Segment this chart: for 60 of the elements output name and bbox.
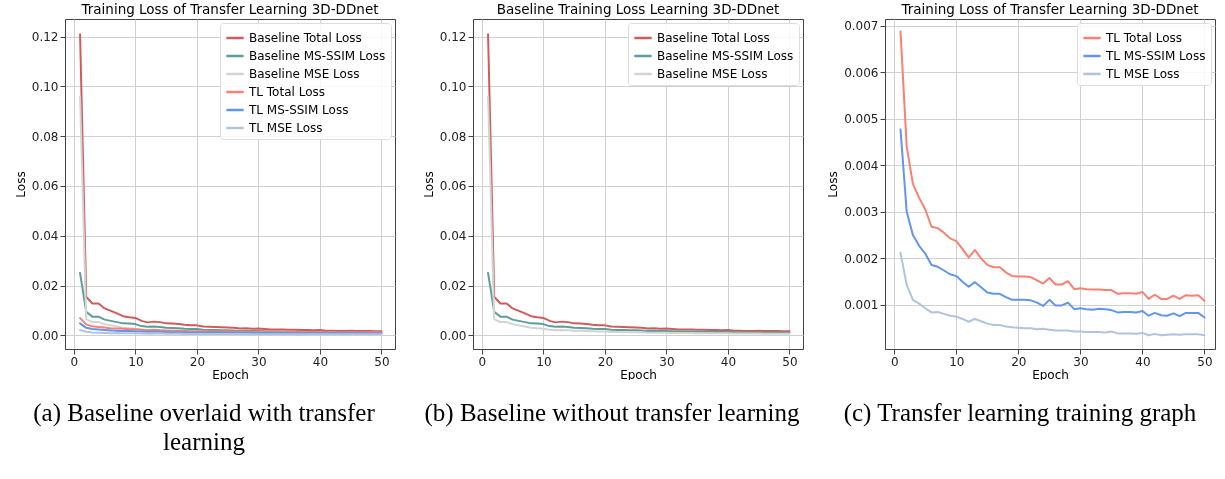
y-tick-label: 0.005: [843, 112, 878, 127]
legend-label: TL Total Loss: [1104, 31, 1182, 45]
legend-label: TL MSE Loss: [247, 121, 323, 135]
chart-title: Training Loss of Transfer Learning 3D-DDnet: [79, 0, 379, 17]
y-axis-title: Loss: [13, 171, 28, 198]
x-tick-label: 0: [70, 354, 78, 369]
legend-label: TL MS-SSIM Loss: [247, 103, 348, 117]
x-tick-label: 30: [658, 354, 675, 369]
y-tick-label: 0.001: [843, 298, 878, 313]
x-tick-label: 10: [127, 354, 144, 369]
legend-label: Baseline Total Loss: [656, 31, 770, 45]
x-tick-label: 50: [781, 354, 798, 369]
text: (b) Baseline without transfer learning: [423, 398, 801, 427]
x-tick-label: 40: [1134, 354, 1151, 369]
x-tick-label: 10: [948, 354, 964, 369]
legend-label: TL MS-SSIM Loss: [1104, 49, 1205, 63]
y-tick-label: 0.02: [31, 279, 58, 294]
x-tick-label: 0: [890, 354, 899, 369]
y-tick-label: 0.08: [31, 129, 58, 144]
chart-title: Baseline Training Loss Learning 3D-DDnet: [496, 0, 779, 17]
legend-label: Baseline MSE Loss: [656, 67, 767, 81]
legend-label: Baseline Total Loss: [248, 31, 362, 45]
text: (a) Baseline overlaid with transfer learning: [32, 398, 376, 456]
y-tick-label: 0.12: [439, 30, 466, 45]
legend-label: TL MSE Loss: [1104, 67, 1180, 81]
y-tick-label: 0.12: [31, 30, 58, 45]
y-tick-label: 0.006: [843, 65, 878, 80]
y-tick-label: 0.003: [843, 205, 878, 220]
y-tick-label: 0.10: [439, 79, 466, 94]
x-tick-label: 50: [373, 354, 390, 369]
x-tick-label: 20: [1010, 354, 1027, 369]
legend-label: Baseline MSE Loss: [248, 67, 359, 81]
x-tick-label: 20: [597, 354, 613, 369]
chart-title: Training Loss of Transfer Learning 3D-DDnet: [899, 0, 1199, 17]
y-axis-title: Loss: [825, 171, 840, 198]
x-tick-label: 30: [250, 354, 267, 369]
y-tick-label: 0.002: [843, 251, 878, 266]
x-tick-label: 40: [720, 354, 736, 369]
x-tick-label: 30: [1072, 354, 1089, 369]
x-tick-label: 10: [535, 354, 552, 369]
y-tick-label: 0.02: [439, 279, 466, 294]
y-tick-label: 0.00: [439, 328, 466, 343]
legend-label: Baseline MS-SSIM Loss: [248, 49, 385, 63]
x-tick-label: 0: [478, 354, 486, 369]
y-tick-label: 0.10: [31, 79, 58, 94]
x-tick-label: 50: [1196, 354, 1213, 369]
y-tick-label: 0.007: [843, 19, 878, 34]
y-tick-label: 0.08: [439, 129, 466, 144]
x-tick-label: 20: [189, 354, 205, 369]
y-tick-label: 0.00: [31, 328, 58, 343]
x-tick-label: 40: [312, 354, 328, 369]
y-tick-label: 0.04: [439, 229, 466, 244]
text: (c) Transfer learning training graph: [842, 398, 1198, 427]
y-tick-label: 0.04: [31, 229, 58, 244]
y-axis-title: Loss: [421, 171, 436, 198]
legend-label: Baseline MS-SSIM Loss: [656, 49, 793, 63]
y-tick-label: 0.004: [843, 158, 878, 173]
y-tick-label: 0.06: [31, 179, 58, 194]
legend-label: TL Total Loss: [247, 85, 325, 99]
y-tick-label: 0.06: [439, 179, 466, 194]
